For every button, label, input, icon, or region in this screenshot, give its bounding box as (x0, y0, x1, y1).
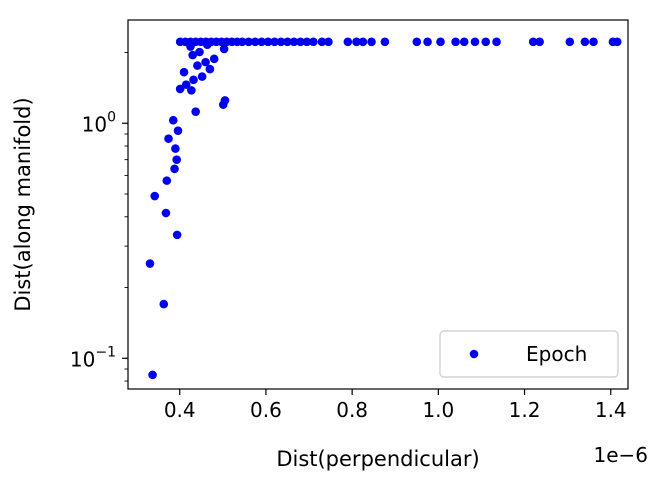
data-point (317, 37, 327, 47)
data-point (352, 37, 361, 47)
data-point (171, 144, 180, 153)
x-tick-label: 0.8 (336, 398, 368, 422)
data-point (535, 37, 544, 47)
data-point (188, 50, 197, 60)
data-point (189, 75, 198, 85)
data-point (589, 37, 598, 47)
data-point (250, 37, 260, 47)
data-point (343, 37, 353, 47)
data-point (172, 230, 182, 240)
x-tick-label: 0.4 (164, 398, 196, 422)
data-point (263, 37, 273, 47)
data-point (197, 72, 207, 81)
data-point (159, 299, 169, 309)
x-axis-label: Dist(perpendicular) (276, 447, 479, 471)
data-point (309, 37, 318, 47)
data-point (172, 155, 182, 164)
data-point (161, 208, 171, 218)
data-point (481, 37, 491, 47)
data-point (270, 37, 279, 47)
data-point (244, 37, 253, 47)
data-point (324, 37, 333, 47)
data-point (179, 67, 189, 77)
x-tick-label: 1.0 (422, 398, 454, 422)
data-point (148, 370, 157, 380)
data-points (145, 37, 622, 380)
legend-label-epoch: Epoch (526, 342, 587, 366)
data-point (187, 86, 196, 95)
legend: Epoch (439, 330, 619, 378)
axes: 0.4 0.6 0.8 1.0 1.2 1.4 100 10−1 (70, 19, 629, 422)
x-axis-offset-label: 1e−6 (593, 443, 648, 467)
data-point (173, 126, 183, 135)
data-point (296, 37, 305, 47)
data-point (175, 84, 185, 94)
data-point (209, 54, 219, 64)
data-point (459, 37, 469, 47)
data-point (436, 37, 445, 47)
data-point (145, 259, 155, 268)
data-point (358, 37, 368, 47)
data-point (492, 37, 501, 47)
legend-marker-epoch (469, 349, 479, 359)
data-point (451, 37, 460, 47)
data-point (528, 37, 538, 47)
data-point (237, 37, 247, 47)
y-tick-label: 10−1 (70, 344, 116, 371)
data-point (170, 164, 179, 174)
data-point (150, 191, 160, 201)
data-point (612, 37, 622, 47)
data-point (289, 37, 299, 47)
data-point (205, 64, 215, 74)
data-point (380, 37, 390, 47)
data-point (283, 37, 292, 47)
x-tick-label: 1.2 (509, 398, 541, 422)
data-point (367, 37, 376, 47)
data-point (565, 37, 575, 47)
data-point (220, 96, 230, 105)
data-point (580, 37, 590, 47)
data-point (302, 37, 312, 47)
data-point (181, 80, 191, 89)
data-point (168, 115, 178, 125)
data-point (193, 61, 202, 70)
data-point (162, 176, 172, 185)
plot-frame (127, 19, 629, 390)
legend-box (439, 330, 619, 378)
data-point (276, 37, 286, 47)
y-axis-label: Dist(along manifold) (11, 97, 35, 311)
x-tick-label: 1.4 (595, 398, 627, 422)
y-tick-label: 100 (82, 109, 116, 136)
data-point (191, 107, 200, 116)
data-point (412, 37, 422, 47)
data-point (219, 44, 229, 54)
data-point (423, 37, 432, 47)
data-point (195, 47, 204, 57)
data-point (257, 37, 266, 47)
data-point (470, 37, 480, 47)
data-point (164, 134, 173, 143)
data-point (201, 57, 210, 67)
x-tick-label: 0.6 (250, 398, 282, 422)
